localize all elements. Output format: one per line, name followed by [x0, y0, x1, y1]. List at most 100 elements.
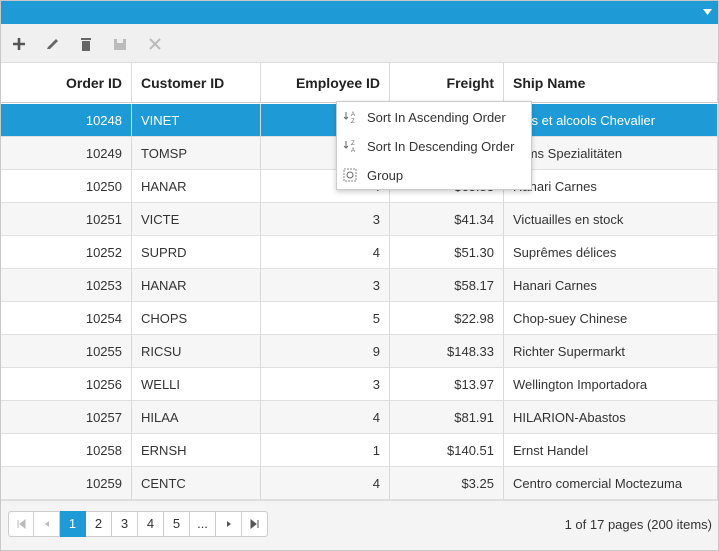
next-page[interactable] — [216, 511, 242, 537]
row[interactable]: 10256 WELLI 3 $13.97 Wellington Importadora — [1, 368, 718, 401]
current-page[interactable]: 1 — [60, 511, 86, 537]
cell: 4 — [261, 467, 390, 500]
cell: Chop-suey Chinese — [504, 302, 718, 335]
column-header[interactable]: Freight — [390, 63, 504, 103]
page-button[interactable]: 4 — [138, 511, 164, 537]
title-bar — [1, 1, 718, 24]
cell: $140.51 — [390, 434, 504, 467]
menu-icon: ZA — [343, 141, 355, 153]
cell: RICSU — [132, 335, 261, 368]
row[interactable]: 10255 RICSU 9 $148.33 Richter Supermarkt — [1, 335, 718, 368]
cell: SUPRD — [132, 236, 261, 269]
svg-text:A: A — [351, 112, 355, 118]
cell: $51.30 — [390, 236, 504, 269]
cell: $58.17 — [390, 269, 504, 302]
cell: Toms Spezialitäten — [504, 137, 718, 170]
menu-item[interactable]: Group — [337, 161, 531, 190]
column-header[interactable]: Customer ID — [132, 63, 261, 103]
cell: ERNSH — [132, 434, 261, 467]
cell: $3.25 — [390, 467, 504, 500]
cell: HILARION-Abastos — [504, 401, 718, 434]
cell: 10252 — [1, 236, 132, 269]
cell: 10258 — [1, 434, 132, 467]
add-button[interactable] — [13, 38, 25, 50]
row[interactable]: 10253 HANAR 3 $58.17 Hanari Carnes — [1, 269, 718, 302]
save-button[interactable] — [114, 39, 126, 50]
page-button[interactable]: 2 — [86, 511, 112, 537]
edit-button[interactable] — [47, 39, 58, 49]
cell: 10259 — [1, 467, 132, 500]
menu-icon — [343, 168, 357, 182]
last-page[interactable] — [242, 511, 268, 537]
cell: VICTE — [132, 203, 261, 236]
cancel-button[interactable] — [149, 38, 161, 50]
pager: 1 2 3 4 5... 1 of 17 pages (200 items) — [1, 500, 718, 550]
cell: Wellington Importadora — [504, 368, 718, 401]
row[interactable]: 10251 VICTE 3 $41.34 Victuailles en stock — [1, 203, 718, 236]
cell: Hanari Carnes — [504, 170, 718, 203]
prev-page[interactable] — [34, 511, 60, 537]
column-header[interactable]: Ship Name — [504, 63, 718, 103]
menu-item[interactable]: Sort In Ascending Order A Z — [337, 103, 531, 132]
cell: Suprêmes délices — [504, 236, 718, 269]
toolbar — [1, 24, 718, 63]
cell: Victuailles en stock — [504, 203, 718, 236]
toolbar-icons — [13, 38, 161, 51]
row[interactable]: 10259 CENTC 4 $3.25 Centro comercial Moctezu… — [1, 467, 718, 500]
cell: 5 — [261, 302, 390, 335]
page-button[interactable]: ... — [190, 511, 216, 537]
svg-text:A: A — [351, 148, 355, 153]
cell: HANAR — [132, 269, 261, 302]
cell: $13.97 — [390, 368, 504, 401]
cell: 10254 — [1, 302, 132, 335]
cell: $81.91 — [390, 401, 504, 434]
cell: 3 — [261, 269, 390, 302]
cell: $148.33 — [390, 335, 504, 368]
nav-icon — [250, 518, 258, 530]
cell: 10255 — [1, 335, 132, 368]
column-header[interactable]: Employee ID — [261, 63, 390, 103]
context-menu: Sort In Ascending Order A Z Sort In Descend… — [336, 101, 532, 190]
column-header[interactable]: Order ID — [1, 63, 132, 103]
first-page[interactable] — [8, 511, 34, 537]
row[interactable]: 10257 HILAA 4 $81.91 HILARION-Abastos — [1, 401, 718, 434]
cell: CHOPS — [132, 302, 261, 335]
cell: 10250 — [1, 170, 132, 203]
dropdown-arrow[interactable] — [703, 9, 712, 15]
cell: Richter Supermarkt — [504, 335, 718, 368]
cell: Hanari Carnes — [504, 269, 718, 302]
delete-button[interactable] — [81, 38, 91, 51]
row[interactable]: 10252 SUPRD 4 $51.30 Suprêmes délices — [1, 236, 718, 269]
cell: 9 — [261, 335, 390, 368]
cell: 10248 — [1, 104, 132, 137]
cell: 10257 — [1, 401, 132, 434]
cell: WELLI — [132, 368, 261, 401]
cell: 1 — [261, 434, 390, 467]
nav-icon — [17, 518, 26, 530]
cell: HANAR — [132, 170, 261, 203]
cell: 10256 — [1, 368, 132, 401]
cell: $22.98 — [390, 302, 504, 335]
row[interactable]: 10254 CHOPS 5 $22.98 Chop-suey Chinese — [1, 302, 718, 335]
cell: $41.34 — [390, 203, 504, 236]
cell: VINET — [132, 104, 261, 137]
svg-text:Z: Z — [351, 119, 355, 124]
cell: TOMSP — [132, 137, 261, 170]
svg-text:Z: Z — [351, 141, 355, 147]
menu-item[interactable]: Sort In Descending Order Z A — [337, 132, 531, 161]
nav-icon — [226, 521, 231, 527]
cell: 10253 — [1, 269, 132, 302]
menu-icon: AZ — [343, 112, 355, 124]
cell: 10251 — [1, 203, 132, 236]
row[interactable]: 10258 ERNSH 1 $140.51 Ernst Handel — [1, 434, 718, 467]
pager-summary: 1 of 17 pages (200 items) — [564, 517, 712, 532]
cell: Ernst Handel — [504, 434, 718, 467]
cell: 4 — [261, 236, 390, 269]
cell: Vins et alcools Chevalier — [504, 104, 718, 137]
cell: HILAA — [132, 401, 261, 434]
cell: CENTC — [132, 467, 261, 500]
page-button[interactable]: 3 — [112, 511, 138, 537]
page-button[interactable]: 5 — [164, 511, 190, 537]
cell: 3 — [261, 368, 390, 401]
